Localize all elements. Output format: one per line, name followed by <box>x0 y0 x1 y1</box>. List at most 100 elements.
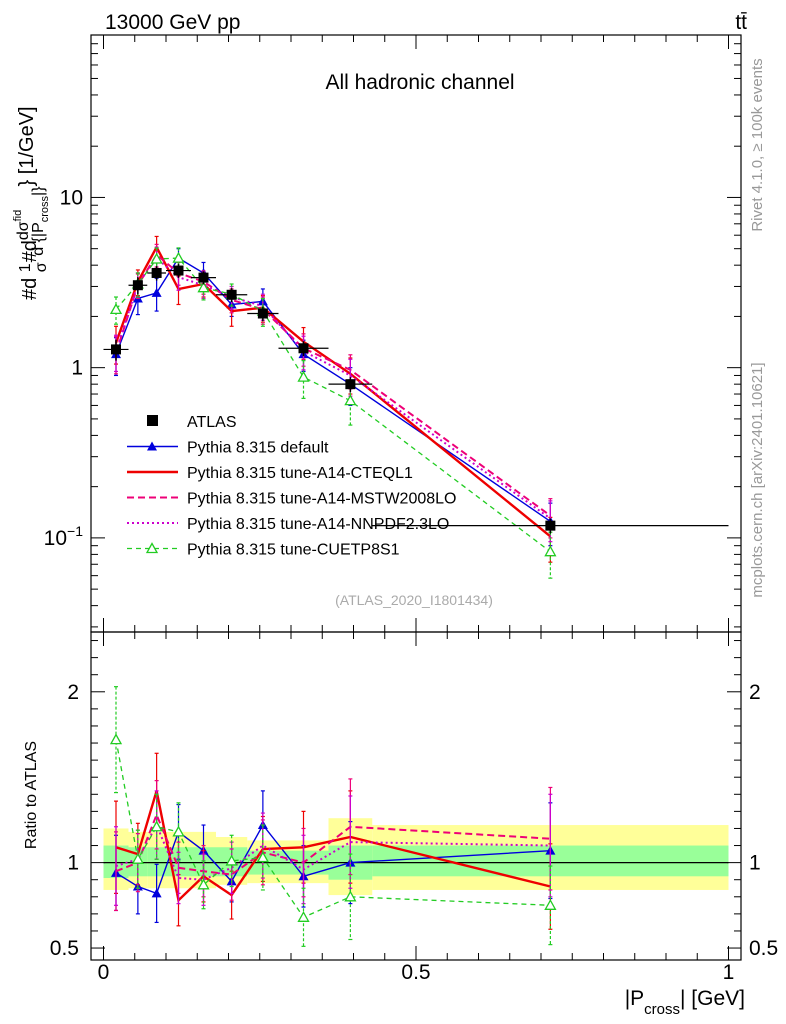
legend-label: Pythia 8.315 tune-CUETP8S1 <box>187 542 400 559</box>
cuetp8s1-marker <box>544 898 557 910</box>
x-axis-label: |Pcross| [GeV] <box>625 987 745 1018</box>
legend-entry-series-pythia-8-315-tune-cuetp8s1: Pythia 8.315 tune-CUETP8S1 <box>127 542 400 559</box>
ylabel-frac2-sup: fid <box>12 210 24 222</box>
cuetp8s1-marker <box>297 370 310 382</box>
ratio-series-line <box>115 812 551 876</box>
ylabel-units: } [1/GeV] <box>16 106 38 186</box>
main-series-group <box>103 235 729 579</box>
atlas-data-point <box>111 344 121 355</box>
ratio-y-axis-label: Ratio to ATLAS <box>23 741 40 849</box>
main-y-tick-label: 10 <box>60 186 83 209</box>
ratio-frame <box>90 631 742 961</box>
ratio-y-tick-label-left: 0.5 <box>50 937 79 960</box>
ylabel-frac2-den-sub: cross <box>39 195 51 222</box>
atlas-data-point <box>545 520 556 531</box>
legend-marker <box>147 415 158 426</box>
cuetp8s1-marker <box>109 733 123 745</box>
x-axis-label-main: |P <box>625 987 644 1010</box>
ratio-y-tick-label-right: 0.5 <box>749 937 778 960</box>
series-line <box>114 244 552 538</box>
ratio-x-tick-label: 0.5 <box>401 961 430 984</box>
cuetp8s1-marker <box>544 545 557 557</box>
ylabel-frac1-den: σ <box>33 262 50 272</box>
atlas-data-point <box>198 272 209 283</box>
legend-label: Pythia 8.315 tune-A14-MSTW2008LO <box>187 491 456 508</box>
atlas-data-point <box>151 267 162 278</box>
main-panel: 10−1 1 10 All hadronic channel (ATLAS_2020… <box>44 34 742 633</box>
legend-label: ATLAS <box>187 414 237 431</box>
ratio-y-tick-label-right: 2 <box>749 681 761 704</box>
default-marker <box>151 287 162 297</box>
cuetp8s1-marker <box>150 252 163 264</box>
ratio-x-tick-label: 0 <box>98 961 110 984</box>
main-y-tick-label: 1 <box>71 357 83 380</box>
series-line <box>115 257 551 522</box>
x-axis-label-sub: cross <box>644 1001 680 1018</box>
ratio-panel: 0.5 0.5 1 1 2 2 0 0.5 1 Ratio to ATLAS |Pcross| … <box>23 631 778 1018</box>
cuetp8s1-marker <box>172 251 185 263</box>
series-line <box>115 257 551 553</box>
ratio-series-line <box>115 739 551 919</box>
legend-label: Pythia 8.315 tune-A14-NNPDF2.3LO <box>187 516 449 533</box>
cuetp8s1-marker <box>145 542 159 554</box>
legend-entry-series-atlas: ATLAS <box>147 414 237 431</box>
cuetp8s1-marker <box>197 878 210 890</box>
main-y-tick-labels: 10−1 1 10 <box>44 186 84 549</box>
legend-entry-series-pythia-8-315-tune-a14-mstw2008lo: Pythia 8.315 tune-A14-MSTW2008LO <box>127 491 456 508</box>
ratio-series-line <box>115 823 551 895</box>
ratio-axis-ticks <box>91 632 741 960</box>
ylabel-frac2-den-close: |} <box>30 186 47 196</box>
legend: ATLAS Pythia 8.315 default Pythia 8.315 tu… <box>127 414 456 559</box>
mcplots-label: mcplots.cern.ch [arXiv:2401.10621] <box>749 362 766 597</box>
atlas-data-point <box>173 265 184 276</box>
cuetp8s1-marker <box>172 825 185 837</box>
ratio-series-pythia-8-315-tune-cuetp8s1 <box>109 686 557 947</box>
cuetp8s1-marker <box>109 303 123 315</box>
ylabel-frac2-den: d {|P <box>30 222 47 256</box>
atlas-data-point <box>132 280 143 291</box>
main-y-tick-label: 10−1 <box>44 523 84 550</box>
main-y-axis-label: #d 1σ#ddσfidd {|Pcross|}} [1/GeV] <box>12 106 51 300</box>
analysis-tag: (ATLAS_2020_I1801434) <box>335 592 493 608</box>
process-label: tt̄ <box>735 11 747 34</box>
atlas-data-point <box>298 343 309 354</box>
series-atlas <box>103 263 729 534</box>
ylabel-prefix: #d <box>19 278 41 300</box>
cuetp8s1-marker <box>150 820 163 832</box>
cuetp8s1-marker <box>344 394 357 406</box>
ylabel-frac2-num: dσ <box>15 221 32 240</box>
legend-entry-series-pythia-8-315-tune-a14-cteql1: Pythia 8.315 tune-A14-CTEQL1 <box>127 465 413 482</box>
chart-title: All hadronic channel <box>325 71 514 94</box>
cuetp8s1-marker <box>225 854 238 866</box>
atlas-data-point <box>226 289 237 300</box>
ratio-series-group <box>109 686 557 947</box>
cuetp8s1-marker <box>131 852 144 864</box>
ratio-series-line <box>115 790 551 903</box>
ratio-y-tick-label-left: 1 <box>67 852 79 875</box>
legend-label: Pythia 8.315 tune-A14-CTEQL1 <box>187 465 413 482</box>
ratio-y-tick-label-right: 1 <box>749 852 761 875</box>
legend-label: Pythia 8.315 default <box>187 440 329 457</box>
legend-entry-series-pythia-8-315-default: Pythia 8.315 default <box>127 440 329 457</box>
ratio-band-inner <box>147 847 166 877</box>
ratio-y-tick-label-left: 2 <box>67 681 79 704</box>
cuetp8s1-marker <box>197 281 210 293</box>
rivet-version-label: Rivet 4.1.0, ≥ 100k events <box>749 58 766 231</box>
ylabel-frac1-num: 1 <box>17 263 34 272</box>
svg-text:#d 1σ#ddσfidd {|Pcross|}}: #d 1σ#ddσfidd {|Pcross|}} [1/GeV] <box>12 106 51 300</box>
atlas-data-point <box>345 379 356 390</box>
x-axis-label-rest: | [GeV] <box>680 987 745 1010</box>
legend-entry-series-pythia-8-315-tune-a14-nnpdf2-3lo: Pythia 8.315 tune-A14-NNPDF2.3LO <box>127 516 449 533</box>
ratio-x-tick-label: 1 <box>723 961 735 984</box>
main-axis-ticks <box>91 34 741 632</box>
cuetp8s1-marker <box>256 851 269 863</box>
ratio-tick-labels: 0.5 0.5 1 1 2 2 0 0.5 1 <box>50 681 778 984</box>
cuetp8s1-marker <box>297 910 310 922</box>
default-marker <box>151 888 162 898</box>
atlas-data-point <box>257 308 268 319</box>
ylabel-mid: #d <box>19 240 41 262</box>
cuetp8s1-marker <box>344 890 357 902</box>
default-marker <box>147 441 157 451</box>
energy-label: 13000 GeV pp <box>105 11 240 34</box>
